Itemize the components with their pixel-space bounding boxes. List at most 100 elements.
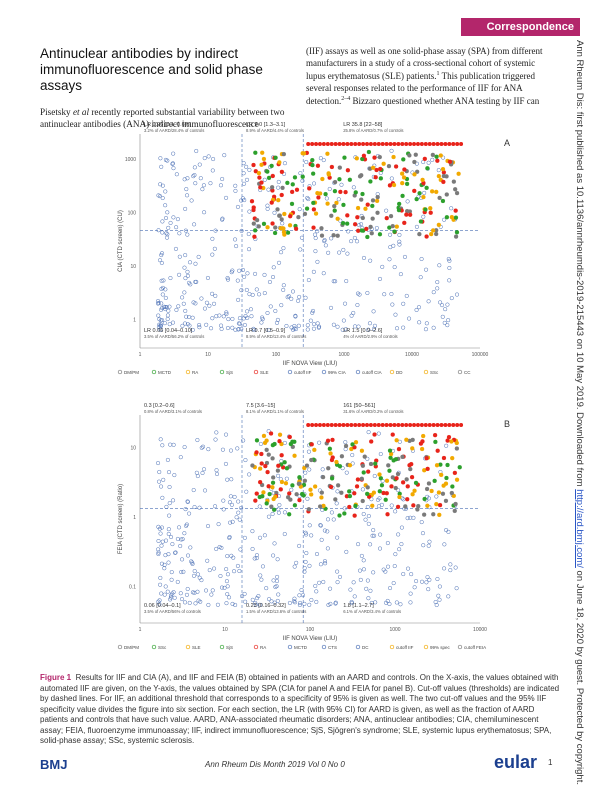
patient-point xyxy=(413,152,418,157)
section-lr: LR 0.7 [0.5–0.9] xyxy=(246,328,286,334)
control-point xyxy=(407,316,412,321)
patient-point xyxy=(311,207,317,212)
control-point xyxy=(182,177,187,182)
control-point xyxy=(158,258,163,263)
patient-point xyxy=(251,221,256,226)
control-point xyxy=(247,209,252,214)
control-point xyxy=(158,437,163,442)
patient-point xyxy=(439,472,444,478)
control-point xyxy=(211,301,217,306)
control-point xyxy=(223,461,228,466)
control-point xyxy=(325,546,330,551)
patient-point xyxy=(397,201,402,207)
control-point xyxy=(182,531,187,536)
control-point xyxy=(172,595,177,600)
control-point xyxy=(197,162,202,167)
patient-point xyxy=(359,448,365,453)
control-point xyxy=(337,574,343,579)
control-point xyxy=(419,520,424,525)
body-right-text-3: Bizzaro questioned whether ANA testing b… xyxy=(350,96,540,106)
patient-point xyxy=(421,433,426,439)
reference-1[interactable]: 1 xyxy=(436,71,440,77)
control-point xyxy=(272,541,277,546)
control-point xyxy=(252,556,257,561)
control-point xyxy=(157,317,162,322)
patient-point xyxy=(308,487,313,492)
patient-point xyxy=(312,447,317,453)
control-point xyxy=(437,597,442,602)
control-point xyxy=(309,533,314,538)
control-point xyxy=(181,569,186,574)
bmj-logo: BMJ xyxy=(40,757,68,772)
journal-link[interactable]: http://ard.bmj.com/ xyxy=(574,489,585,568)
patient-point xyxy=(270,173,275,179)
patient-point xyxy=(311,225,316,230)
patient-point xyxy=(365,491,370,496)
control-point xyxy=(220,447,225,452)
patient-point xyxy=(353,503,358,509)
control-point xyxy=(388,245,393,250)
patient-point xyxy=(368,461,374,467)
legend-marker xyxy=(355,644,361,650)
patient-point xyxy=(394,438,399,443)
patient-point xyxy=(299,491,305,497)
control-point xyxy=(210,316,215,321)
control-point xyxy=(185,232,190,237)
control-point xyxy=(182,290,187,295)
control-point xyxy=(185,586,190,592)
control-point xyxy=(233,602,238,608)
patient-point xyxy=(264,447,269,452)
control-point xyxy=(215,602,220,607)
control-point xyxy=(357,568,363,573)
control-point xyxy=(236,321,241,326)
patient-point xyxy=(440,198,446,204)
control-point xyxy=(239,288,244,293)
control-point xyxy=(190,561,195,567)
author-etal: et al xyxy=(72,107,90,117)
control-point xyxy=(294,560,299,565)
patient-point xyxy=(383,497,388,502)
reference-2-4[interactable]: 2–4 xyxy=(341,96,351,102)
control-point xyxy=(211,156,216,162)
patient-point xyxy=(379,483,385,488)
patient-point xyxy=(434,154,439,159)
caption-text: Results for IIF and CIA (A), and IIF and… xyxy=(40,673,560,745)
patient-point xyxy=(395,504,401,509)
control-point xyxy=(351,580,356,585)
control-point xyxy=(344,470,349,475)
control-point xyxy=(418,275,423,280)
control-point xyxy=(265,310,270,316)
patient-point xyxy=(456,171,461,176)
control-point xyxy=(276,473,281,478)
control-point xyxy=(425,494,430,499)
control-point xyxy=(311,269,316,274)
control-point xyxy=(184,187,189,192)
control-point xyxy=(161,477,166,482)
patient-point xyxy=(352,222,358,227)
control-point xyxy=(180,323,185,328)
control-point xyxy=(168,534,174,540)
control-point xyxy=(192,173,197,178)
patient-point xyxy=(368,179,373,184)
control-point xyxy=(304,532,309,537)
patient-point xyxy=(256,170,262,176)
patient-point xyxy=(377,232,383,237)
control-point xyxy=(229,270,234,275)
control-point xyxy=(399,542,404,547)
control-point xyxy=(208,181,213,186)
patient-point xyxy=(347,463,353,468)
control-point xyxy=(318,562,323,567)
patient-point xyxy=(345,221,350,226)
control-point xyxy=(435,280,440,285)
control-point xyxy=(195,589,200,594)
patient-point xyxy=(365,202,370,207)
control-point xyxy=(307,602,312,607)
control-point xyxy=(405,516,410,521)
control-point xyxy=(343,327,348,332)
control-point xyxy=(239,326,244,331)
control-point xyxy=(241,316,246,321)
control-point xyxy=(345,251,350,256)
patient-point xyxy=(325,151,330,156)
patient-point xyxy=(261,433,267,439)
control-point xyxy=(311,181,317,186)
